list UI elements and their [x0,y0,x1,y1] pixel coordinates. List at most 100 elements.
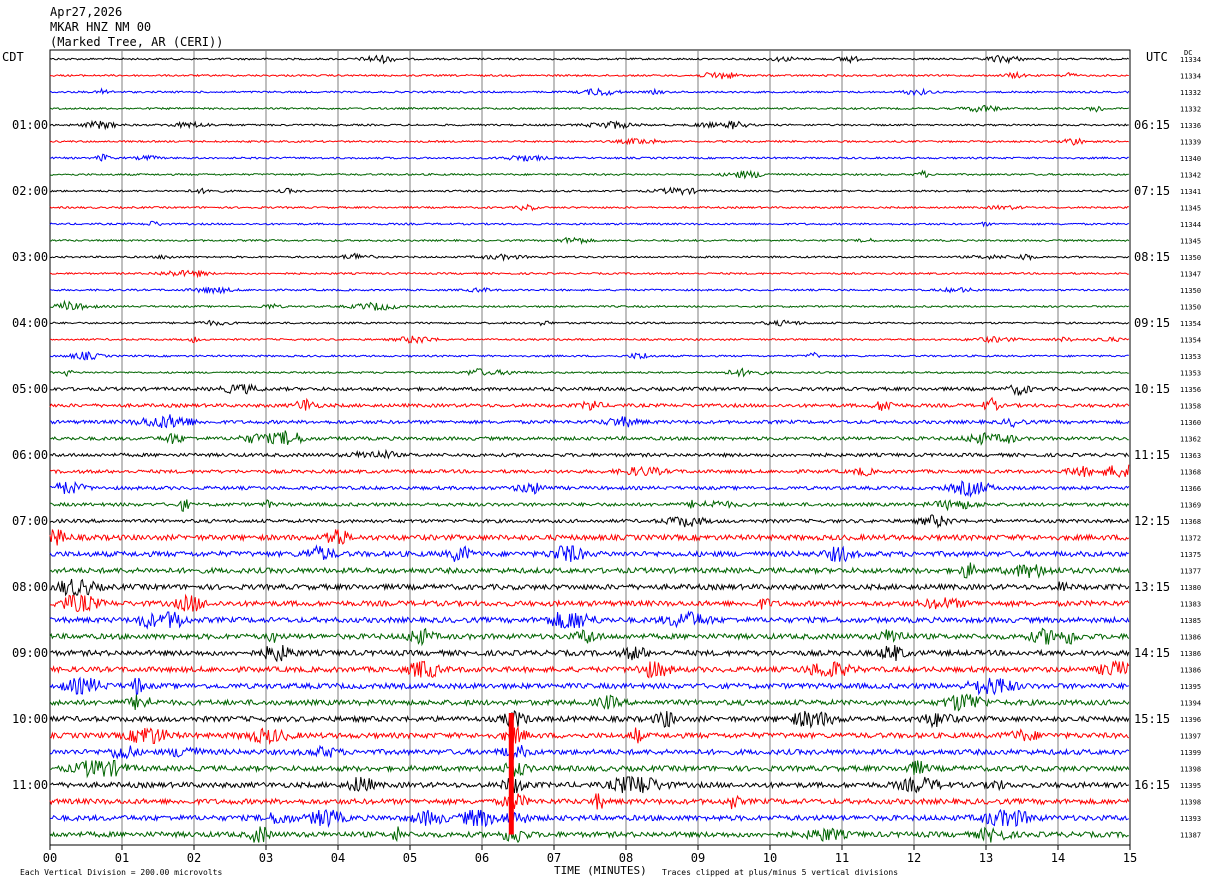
x-tick-label: 02 [187,851,201,865]
trace-16 [49,299,1130,312]
dc-offset-label: 11336 [1180,122,1201,130]
dc-offset-label: 11363 [1180,452,1201,460]
clip-note: Traces clipped at plus/minus 5 vertical … [662,868,898,877]
dc-offset-label: 11350 [1180,287,1201,295]
dc-offset-label: 11340 [1180,155,1201,163]
x-tick-label: 04 [331,851,345,865]
dc-offset-label: 11354 [1180,320,1201,328]
dc-offset-label: 11398 [1180,799,1201,807]
right-hour-labels: 06:15 07:15 08:15 09:15 10:15 11:15 12:15 13:15… [1134,118,1170,792]
x-tick-label: 09 [691,851,705,865]
dc-offset-label: 11350 [1180,304,1201,312]
dc-offset-label: 11396 [1180,716,1201,724]
trace-28 [49,499,1130,513]
trace-20 [49,367,1129,378]
dc-offset-label: 11369 [1180,502,1201,510]
x-tick-label: 13 [979,851,993,865]
dc-offset-label: 11356 [1180,386,1201,394]
dc-offset-label: 11395 [1180,782,1201,790]
left-hour-label: 06:00 [12,448,48,462]
dc-offset-label: 11341 [1180,188,1201,196]
trace-8 [49,169,1129,180]
dc-offset-label: 11368 [1180,518,1201,526]
dc-offset-label: 11386 [1180,650,1201,658]
x-tick-label: 11 [835,851,849,865]
dc-offset-label: 11380 [1180,584,1201,592]
dc-offset-label: 11397 [1180,733,1201,741]
grid [49,49,1131,846]
x-tick-label: 15 [1123,851,1137,865]
left-hour-label: 02:00 [12,184,48,198]
right-hour-label: 10:15 [1134,382,1170,396]
trace-23 [49,414,1130,429]
x-tick-label: 05 [403,851,417,865]
dc-offset-label: 11399 [1180,749,1201,757]
dc-offset-label: 11386 [1180,667,1201,675]
trace-3 [49,87,1130,97]
right-hour-label: 12:15 [1134,514,1170,528]
right-hour-label: 07:15 [1134,184,1170,198]
dc-offset-label: 11366 [1180,485,1201,493]
dc-offset-label: 11377 [1180,568,1201,576]
dc-offset-label: 11353 [1180,370,1201,378]
left-hour-label: 11:00 [12,778,48,792]
left-hour-label: 08:00 [12,580,48,594]
dc-offset-label: 11398 [1180,766,1201,774]
right-hour-label: 08:15 [1134,250,1170,264]
x-tick-label: 00 [43,851,57,865]
dc-offset-label: 11372 [1180,535,1201,543]
x-tick-labels: 00 01 02 03 04 05 06 07 08 09 10 11 12 13 14 15 [43,845,1137,865]
trace-10 [49,203,1129,212]
x-axis-label: TIME (MINUTES) [554,864,647,877]
left-hour-label: 04:00 [12,316,48,330]
trace-11 [49,220,1129,228]
trace-17 [49,319,1130,327]
clipped-event-spike [508,713,514,835]
dc-offset-label: 11344 [1180,221,1201,229]
trace-29 [49,514,1130,529]
trace-19 [49,351,1129,361]
trace-41 [49,709,1130,729]
trace-38 [49,659,1130,679]
trace-45 [50,775,1130,794]
x-tick-label: 10 [763,851,777,865]
trace-4 [49,104,1129,113]
trace-33 [49,578,1130,597]
trace-6 [49,137,1129,146]
dc-offset-label: 11354 [1180,337,1201,345]
x-tick-label: 08 [619,851,633,865]
trace-14 [49,269,1129,279]
dc-label: DC [1184,49,1192,57]
x-tick-label: 01 [115,851,129,865]
trace-7 [49,153,1129,162]
date-label: Apr27,2026 [50,5,122,19]
right-timezone-label: UTC [1146,50,1168,64]
trace-34 [49,593,1130,613]
left-hour-label: 10:00 [12,712,48,726]
x-tick-label: 06 [475,851,489,865]
dc-offset-label: 11385 [1180,617,1201,625]
trace-37 [49,644,1130,663]
trace-47 [49,808,1129,828]
dc-offset-label: 11395 [1180,683,1201,691]
trace-18 [49,335,1130,345]
dc-offset-label: 11350 [1180,254,1201,262]
left-hour-label: 01:00 [12,118,48,132]
dc-offset-label: 11332 [1180,89,1201,97]
station-label: MKAR HNZ NM 00 [50,20,151,34]
left-hour-label: 07:00 [12,514,48,528]
right-hour-label: 15:15 [1134,712,1170,726]
right-hour-label: 16:15 [1134,778,1170,792]
dc-offset-label: 11375 [1180,551,1201,559]
dc-offset-label: 11368 [1180,469,1201,477]
trace-30 [49,529,1130,546]
dc-offset-label: 11394 [1180,700,1201,708]
right-hour-label: 11:15 [1134,448,1170,462]
dc-offset-label: 11393 [1180,815,1201,823]
trace-24 [49,430,1129,446]
x-tick-label: 14 [1051,851,1065,865]
trace-48 [49,826,1129,844]
location-label: (Marked Tree, AR (CERI)) [50,35,223,49]
right-hour-label: 09:15 [1134,316,1170,330]
